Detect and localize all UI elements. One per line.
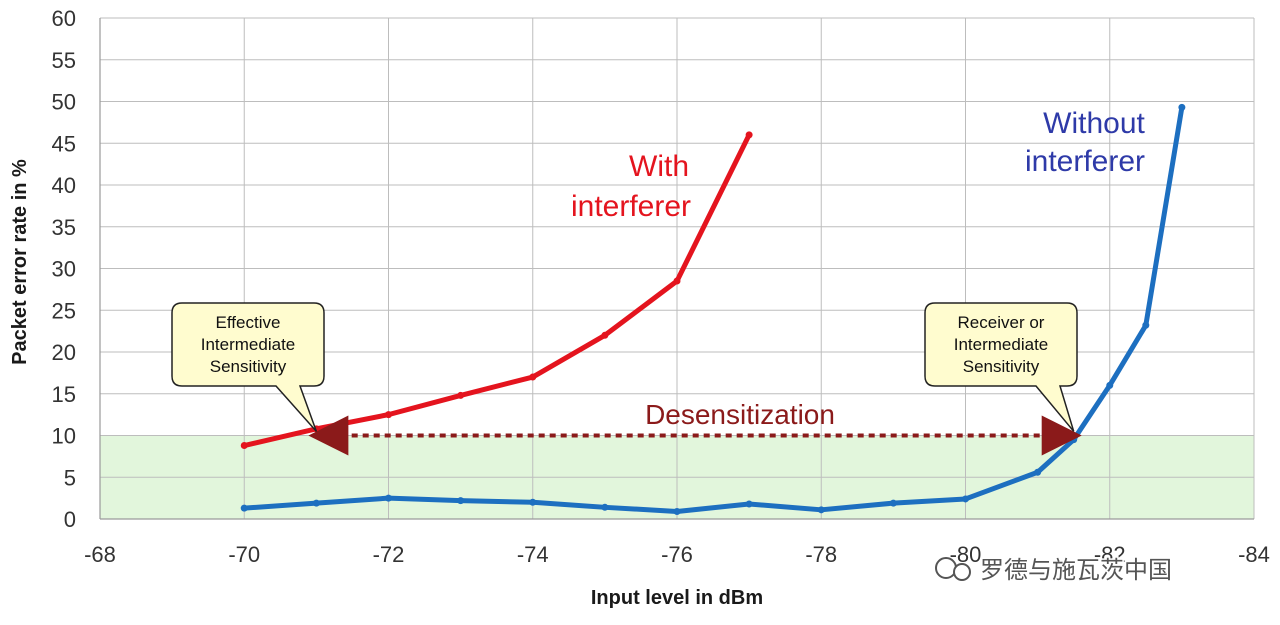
series-label-with-line2: interferer [571, 190, 691, 223]
data-point [457, 497, 465, 505]
x-tick-label: -70 [228, 542, 260, 567]
data-point [673, 507, 681, 515]
callout-effective-sensitivity-text: Intermediate [201, 335, 296, 354]
y-tick-label: 5 [64, 465, 76, 490]
x-tick-label: -74 [517, 542, 549, 567]
data-point [745, 500, 753, 508]
y-tick-label: 35 [52, 215, 76, 240]
data-point [529, 498, 537, 506]
watermark-text: 罗德与施瓦茨中国 [980, 557, 1172, 584]
y-tick-label: 55 [52, 48, 76, 73]
x-tick-label: -78 [805, 542, 837, 567]
data-point [601, 503, 609, 511]
data-point [385, 411, 392, 419]
data-point [385, 494, 392, 502]
y-tick-label: 30 [52, 257, 76, 282]
data-point [1034, 468, 1042, 476]
callout-receiver-sensitivity-text: Receiver or [958, 313, 1045, 332]
x-axis-title: Input level in dBm [591, 587, 763, 609]
wechat-icon [935, 557, 957, 579]
x-tick-label: -82 [1094, 542, 1126, 567]
data-point [1070, 436, 1078, 444]
series-label-with-line1: With [629, 150, 689, 183]
data-point [817, 506, 825, 514]
wechat-icon-bubble [953, 563, 971, 581]
y-tick-label: 45 [52, 131, 76, 156]
y-tick-label: 25 [52, 298, 76, 323]
y-tick-label: 60 [52, 6, 76, 31]
y-tick-label: 50 [52, 90, 76, 115]
watermark-logo [935, 557, 971, 581]
series-line-without-interferer [241, 104, 1185, 514]
y-tick-label: 40 [52, 173, 76, 198]
data-point [457, 391, 465, 399]
x-tick-label: -76 [661, 542, 693, 567]
data-point [889, 499, 897, 507]
y-tick-label: 20 [52, 340, 76, 365]
y-tick-label: 15 [52, 382, 76, 407]
desensitization-label: Desensitization [645, 399, 835, 430]
data-point [1178, 103, 1186, 111]
y-tick-label: 10 [52, 424, 76, 449]
data-point [1142, 321, 1150, 329]
x-tick-label: -72 [373, 542, 405, 567]
callout-receiver-sensitivity-text: Intermediate [954, 335, 1049, 354]
x-tick-label: -84 [1238, 542, 1270, 567]
data-point [240, 504, 248, 512]
data-point [240, 442, 248, 450]
data-point [312, 499, 320, 507]
series-label-without-line1: Without [1043, 107, 1145, 140]
callout-effective-sensitivity-text: Effective [216, 313, 281, 332]
data-point [673, 277, 681, 285]
callout-effective-sensitivity-text: Sensitivity [210, 357, 287, 376]
data-point [745, 131, 753, 139]
series-label-without-line2: interferer [1025, 145, 1145, 178]
x-tick-label: -68 [84, 542, 116, 567]
data-point [1106, 381, 1114, 389]
data-point [962, 495, 969, 503]
callout-receiver-sensitivity-text: Sensitivity [963, 357, 1040, 376]
y-axis-title: Packet error rate in % [9, 159, 31, 365]
callout-receiver-sensitivity-box [924, 302, 1078, 432]
data-point [601, 331, 609, 339]
callout-effective-sensitivity-box [171, 302, 325, 432]
data-point [529, 373, 537, 381]
y-tick-label: 0 [64, 507, 76, 532]
